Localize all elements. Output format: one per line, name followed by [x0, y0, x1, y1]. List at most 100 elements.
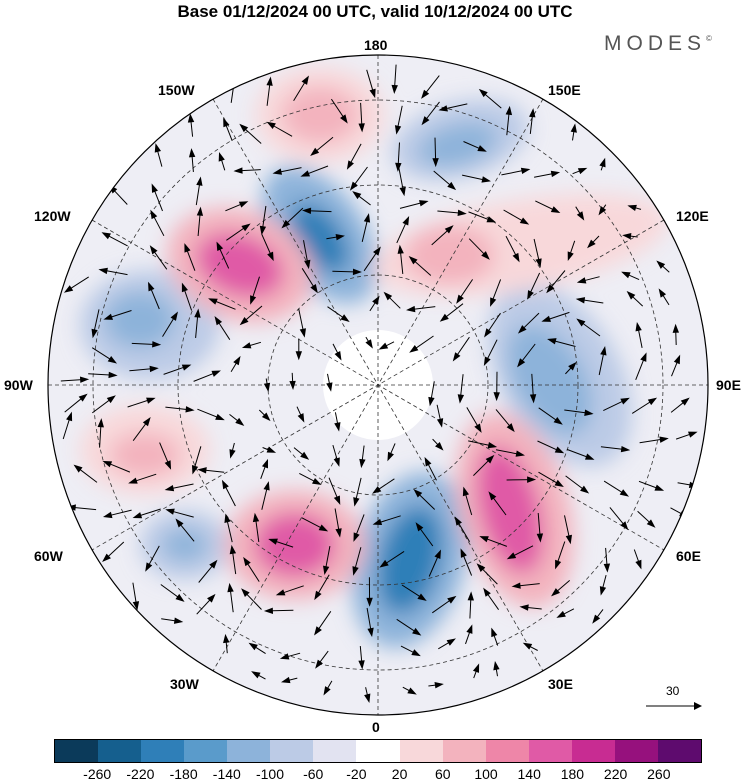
wind-vector-head	[484, 328, 492, 338]
wind-vector-head	[446, 638, 456, 646]
wind-vector-head	[243, 556, 251, 567]
wind-vector-head	[173, 617, 184, 624]
wind-vector-head	[511, 582, 521, 589]
wind-vector-head	[267, 251, 274, 262]
wind-vector-head	[424, 456, 432, 467]
wind-vector-head	[154, 143, 162, 153]
wind-vector-head	[170, 311, 178, 321]
wind-vector-head	[536, 533, 544, 543]
chart-title: Base 01/12/2024 00 UTC, valid 10/12/2024…	[177, 2, 573, 21]
lon-label-120e: 120E	[676, 208, 709, 224]
wind-vector-head	[252, 512, 260, 523]
wind-vector-head	[241, 588, 250, 597]
wind-vector-head	[417, 593, 427, 602]
wind-vector-head	[261, 412, 271, 422]
wind-vector-head	[211, 370, 221, 377]
wind-vector-head	[229, 449, 236, 459]
wind-vector-head	[175, 518, 184, 528]
wind-vector-head	[239, 317, 249, 326]
wind-vector-head	[366, 597, 373, 607]
wind-vector-head	[658, 288, 667, 298]
wind-vector-head	[447, 595, 457, 604]
colorbar-swatch	[55, 740, 99, 762]
wind-vector-head	[184, 243, 191, 253]
wind-vector-head	[352, 191, 362, 200]
wind-vector-head	[493, 660, 500, 671]
wind-vector-head	[541, 315, 551, 322]
wind-vector-head	[310, 147, 320, 156]
wind-vector-head	[519, 604, 529, 611]
wind-vector-head	[272, 168, 283, 175]
wind-vector-head	[395, 162, 402, 172]
wind-vector-head	[587, 239, 596, 249]
wind-vector-head	[444, 225, 454, 234]
wind-vector-head	[149, 365, 159, 373]
wind-vector-head	[142, 416, 151, 427]
colorbar-swatch	[356, 740, 400, 762]
wind-vector-head	[266, 76, 273, 86]
wind-vector-head	[577, 167, 588, 175]
wind-vector-head	[300, 170, 311, 177]
wind-vector-head	[517, 358, 526, 368]
wind-vector-head	[466, 624, 473, 634]
modes-logo: MODES©	[604, 32, 712, 55]
wind-vector-head	[194, 308, 201, 318]
wind-vector-head	[353, 532, 360, 542]
colorbar-tick-label: -180	[169, 766, 198, 782]
wind-vector-head	[397, 244, 404, 254]
wind-vector-head	[570, 123, 577, 133]
wind-vector-head	[550, 206, 561, 214]
wind-vector-head	[447, 181, 457, 191]
wind-vector-head	[196, 176, 203, 186]
wind-vector-head	[527, 476, 537, 483]
wind-vector-head	[487, 441, 498, 449]
map-boundary	[47, 54, 709, 716]
wind-vector-head	[490, 297, 497, 307]
wind-vector-head	[481, 176, 491, 183]
wind-vector-head	[218, 151, 225, 162]
lon-label-90e: 90E	[716, 377, 741, 393]
wind-vector-head	[654, 484, 665, 491]
colorbar-tick-label: -260	[83, 766, 112, 782]
wind-vector-head	[310, 283, 318, 294]
wind-vector-head	[132, 601, 140, 611]
wind-vector-head	[673, 354, 681, 365]
wind-vector-head	[391, 84, 398, 94]
wind-vector-head	[481, 251, 490, 260]
wind-vector-head	[152, 341, 162, 348]
wind-vector-head	[266, 446, 277, 453]
wind-vector-head	[576, 318, 586, 327]
wind-vector-head	[132, 512, 143, 519]
colorbar-tick-label: 220	[603, 766, 628, 782]
wind-vector-head	[529, 108, 536, 118]
colorbar-tick-label: 20	[391, 766, 408, 782]
wind-vector-head	[263, 382, 271, 393]
wind-vector-head	[439, 313, 449, 322]
wind-vector-head	[302, 207, 312, 215]
wind-vector-head	[102, 460, 113, 468]
wind-vector-head	[635, 321, 642, 332]
wind-vector-head	[101, 232, 111, 240]
wind-vector-head	[460, 548, 467, 558]
wind-vector-head	[527, 290, 534, 300]
wind-vector-head	[373, 246, 381, 256]
wind-vector-head	[301, 75, 309, 85]
lon-label-30w: 30W	[170, 676, 199, 692]
wind-vector-head	[515, 450, 525, 457]
wind-vector-head	[493, 392, 500, 402]
wind-vector-head	[107, 356, 118, 364]
colorbar-tick-label: 140	[517, 766, 541, 782]
wind-vector-head	[506, 423, 515, 433]
wind-vector-head	[364, 693, 371, 704]
wind-vector-head	[412, 627, 422, 636]
wind-vector-head	[263, 607, 274, 614]
wind-vector-head	[556, 610, 566, 618]
wind-vector-head	[326, 382, 333, 392]
wind-vector-head	[280, 676, 291, 684]
colorbar-swatch	[657, 740, 701, 762]
wind-vector-head	[479, 536, 489, 543]
wind-vector-head	[79, 376, 90, 383]
wind-vector-head	[603, 563, 611, 573]
wind-vector-head	[149, 245, 158, 255]
wind-vector-head	[103, 313, 114, 320]
